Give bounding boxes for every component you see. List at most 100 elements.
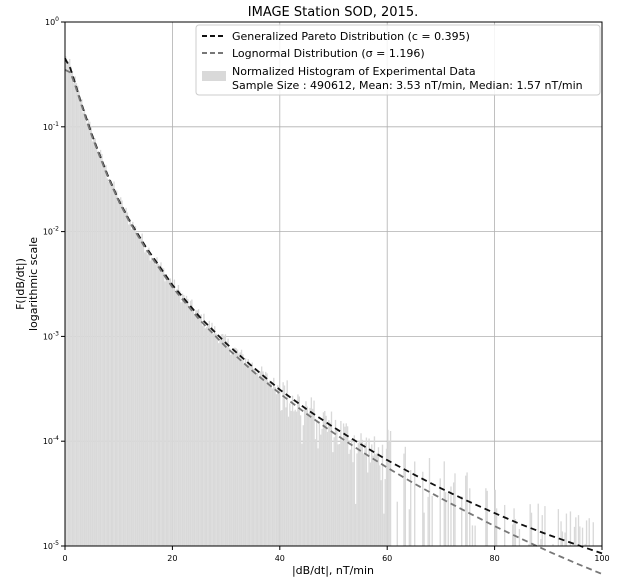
histogram-bar [332,452,334,546]
legend-histogram-label-line1: Normalized Histogram of Experimental Dat… [232,65,476,78]
histogram-bar [227,338,229,546]
histogram-bar [291,395,294,546]
histogram-bar [293,411,295,546]
histogram-bar [105,164,107,547]
histogram-bar [342,423,345,546]
y-tick-label: 10-3 [43,330,59,341]
histogram-bar [266,373,268,546]
histogram-bar [120,197,122,546]
histogram-bar [255,372,257,546]
histogram-bar [379,465,381,546]
histogram-bar [537,503,539,546]
histogram-bar [168,278,170,546]
histogram-bar [350,439,353,546]
histogram-bar [387,429,389,546]
histogram-bar [444,492,447,546]
histogram-bar [337,444,339,546]
histogram-bar [180,302,182,546]
histogram-bar [116,190,118,546]
histogram-bar [592,522,594,546]
histogram-bar [294,409,296,546]
histogram-bar [577,515,580,546]
histogram-bar [99,149,102,546]
histogram-bar [541,515,543,546]
histogram-bar [529,504,531,546]
histogram-bar [560,521,562,546]
histogram-bar [226,341,228,546]
histogram-bar [306,406,308,546]
histogram-bar [106,178,108,546]
histogram-bar [208,320,210,546]
histogram-bar [518,529,521,546]
histogram-bar [242,354,244,546]
histogram-bar [74,76,76,547]
histogram-bar [377,447,380,546]
histogram-bar [385,448,388,546]
histogram-bar [130,229,133,547]
histogram-bar [67,61,70,546]
histogram-bar [348,453,350,546]
histogram-bar [113,181,115,546]
histogram-bar [240,349,243,546]
histogram-bar [318,421,321,546]
histogram-bar [243,364,245,546]
histogram-bar [277,385,279,546]
histogram-bar [228,348,231,546]
histogram-bar [164,281,166,546]
histogram-bar [207,324,209,546]
histogram-bar [299,415,302,546]
histogram-bar [91,141,94,546]
histogram-bar [134,226,137,547]
histogram-bar [238,353,240,546]
histogram-bar [83,110,86,546]
legend-histogram-swatch [202,71,226,81]
histogram-bar [193,314,196,546]
histogram-bar [514,518,517,546]
histogram-bar [189,300,192,546]
x-tick-label: 60 [382,554,392,563]
histogram-bar [336,428,338,546]
histogram-bar [235,348,237,546]
histogram-bar [251,362,253,546]
histogram-bar [81,99,83,547]
histogram-bar [365,437,368,546]
histogram-bar [273,377,275,546]
histogram-bar [454,473,456,546]
histogram-bar [278,389,280,546]
histogram-bar [261,366,263,546]
histogram-bar [334,419,337,546]
histogram-bar [302,425,304,546]
x-axis-label: |dB/dt|, nT/min [292,564,374,577]
histogram-bar [97,152,99,546]
histogram-bar [265,371,267,546]
histogram-bar [503,504,506,546]
histogram-bar [317,448,319,546]
histogram-bar [258,377,260,546]
histogram-bar [204,328,206,546]
histogram-bar [380,480,382,546]
histogram-bar [439,478,441,546]
histogram-bar [316,420,318,546]
histogram-bar [494,489,496,546]
histogram-bar [403,453,405,546]
histogram-bar [461,496,463,546]
histogram-bar [353,435,355,546]
histogram-bar [149,260,151,546]
histogram-bar [428,458,431,546]
histogram-bar [579,526,581,546]
histogram-bar [211,322,213,546]
histogram-bar [263,375,266,546]
histogram-bar [69,58,71,547]
y-tick-label: 10-5 [43,540,59,551]
histogram-bar [528,544,530,546]
histogram-bar [279,410,282,546]
x-tick-label: 0 [62,554,67,563]
histogram-bar [485,488,487,546]
histogram-bar [220,334,223,546]
histogram-bar [224,334,227,546]
plot-frame [64,21,603,547]
histogram-bar [107,181,110,547]
histogram-bar [158,264,161,546]
histogram-bar [128,224,130,546]
histogram-bar [427,496,429,546]
